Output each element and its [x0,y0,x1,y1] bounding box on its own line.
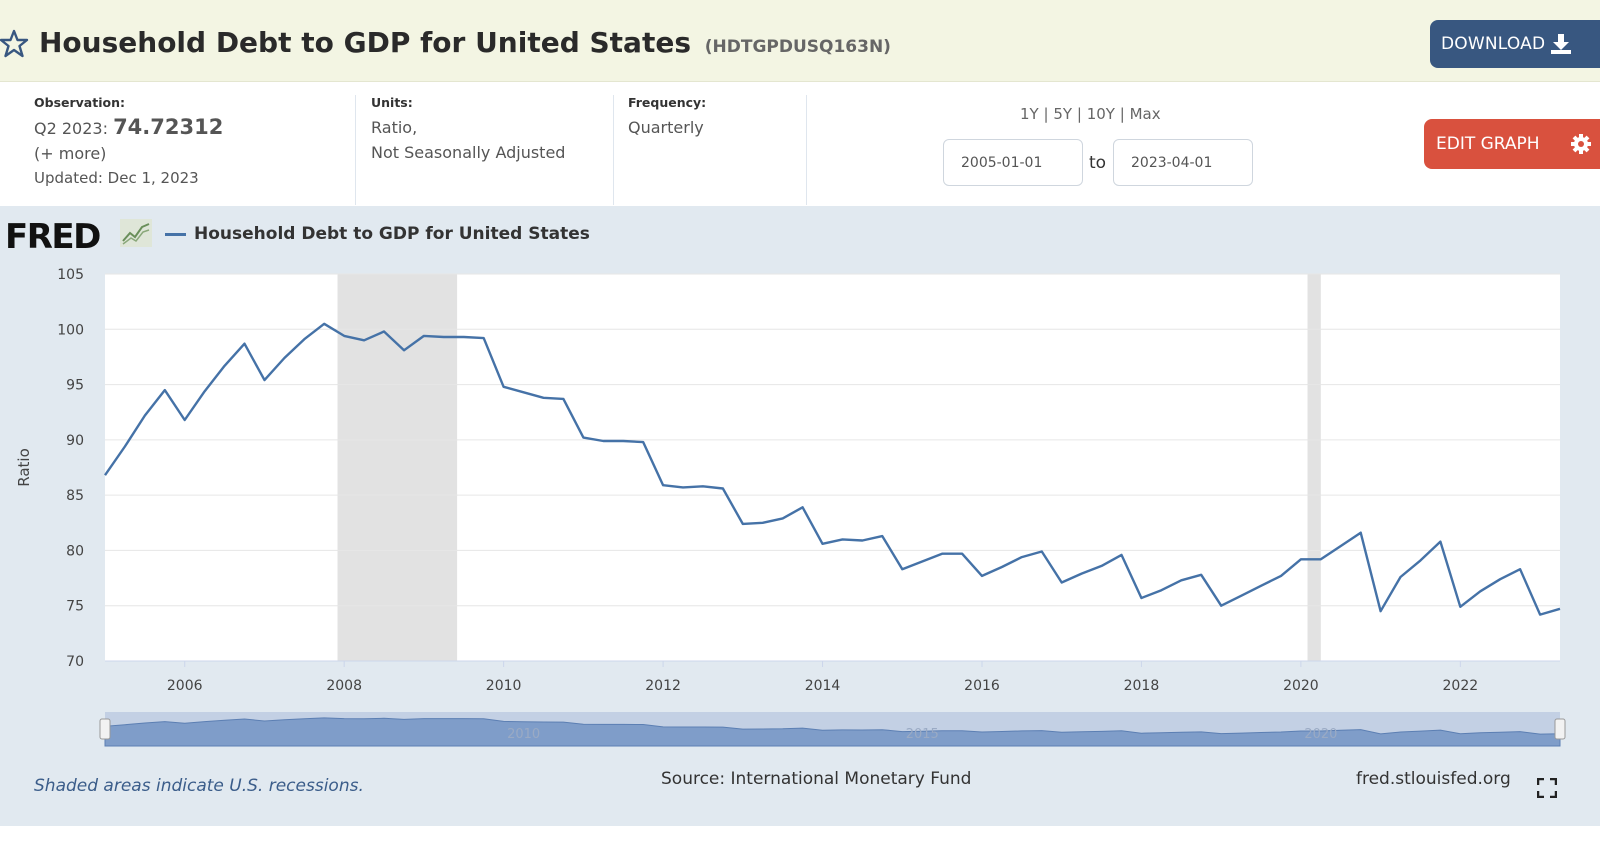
fred-logo[interactable]: FRED [5,217,101,257]
x-tick-label: 2016 [964,678,1000,694]
legend-label: Household Debt to GDP for United States [194,224,590,244]
navigator-handle[interactable] [99,718,111,740]
y-tick-label: 90 [66,433,84,449]
series-title: Household Debt to GDP for United States [39,26,691,59]
navigator-label: 2015 [906,727,939,742]
observation-label: Observation: [34,95,125,110]
navigator-label: 2010 [507,727,540,742]
units-line-2: Not Seasonally Adjusted [371,143,566,162]
observation-period: Q2 2023: [34,119,108,138]
frequency-label: Frequency: [628,95,707,110]
download-icon [1551,34,1571,54]
x-tick-label: 2008 [326,678,362,694]
y-tick-label: 95 [66,378,84,394]
plot-area [105,274,1560,661]
y-axis-label: Ratio [15,448,33,487]
x-tick-label: 2012 [645,678,681,694]
observation-value: 74.72312 [113,115,224,139]
x-tick-label: 2022 [1443,678,1479,694]
y-tick-label: 75 [66,599,84,615]
edit-graph-label: EDIT GRAPH [1436,134,1540,154]
more-observations-link[interactable]: (+ more) [34,144,107,163]
updated-date: Updated: Dec 1, 2023 [34,169,199,187]
x-tick-label: 2014 [805,678,841,694]
range-separator: | [1043,105,1049,123]
edit-graph-button[interactable]: EDIT GRAPH [1424,119,1600,169]
recession-note: Shaded areas indicate U.S. recessions. [34,776,364,796]
range-max[interactable]: Max [1129,105,1161,123]
range-separator: | [1119,105,1125,123]
gear-icon [1571,134,1591,154]
star-outline-icon[interactable] [0,28,30,60]
navigator-label: 2020 [1304,727,1337,742]
range-presets: 1Y | 5Y | 10Y | Max [1020,105,1161,123]
legend-swatch [165,233,186,236]
x-tick-label: 2018 [1124,678,1160,694]
x-tick-label: 2006 [167,678,203,694]
series-id: (HDTGPDUSQ163N) [704,37,891,57]
navigator-area [104,717,1561,747]
range-5y[interactable]: 5Y [1053,105,1073,123]
source-note: Source: International Monetary Fund [661,769,972,789]
frequency-value: Quarterly [628,118,704,137]
frequency-block: Frequency: Quarterly [613,95,807,205]
download-label: DOWNLOAD [1441,34,1546,54]
chart-trend-icon [120,219,152,247]
y-tick-label: 105 [57,267,84,283]
page-footer-gap [0,826,1600,856]
x-tick-label: 2020 [1283,678,1319,694]
recession-band [337,274,458,661]
series-line [104,322,1561,616]
recession-band [1307,274,1321,661]
page-title: Household Debt to GDP for United States … [39,26,891,59]
y-tick-label: 100 [57,322,84,338]
site-link[interactable]: fred.stlouisfed.org [1356,769,1511,789]
range-10y[interactable]: 10Y [1086,105,1115,123]
y-tick-label: 70 [66,654,84,670]
fullscreen-icon[interactable] [1537,778,1557,798]
graph-panel: FRED Household Debt to GDP for United St… [0,206,1600,826]
title-bar: Household Debt to GDP for United States … [0,0,1600,82]
series-metadata: Observation: Q2 2023: 74.72312 (+ more) … [0,83,1600,205]
observation-block: Observation: Q2 2023: 74.72312 (+ more) … [34,95,334,205]
range-separator: | [1076,105,1082,123]
units-label: Units: [371,95,413,110]
to-label: to [1089,153,1107,173]
y-tick-label: 80 [66,543,84,559]
line-chart: 70 75 80 85 90 95 100 105 2006 2008 2010 2012 2014 20… [15,267,1566,747]
units-block: Units: Ratio, Not Seasonally Adjusted [355,95,613,205]
end-date-input[interactable] [1113,139,1253,186]
x-tick-label: 2010 [486,678,522,694]
navigator-handle[interactable] [1554,718,1566,740]
units-line-1: Ratio, [371,118,418,137]
start-date-input[interactable] [943,139,1083,186]
download-button[interactable]: DOWNLOAD [1430,20,1600,68]
range-1y[interactable]: 1Y [1020,105,1039,123]
y-tick-label: 85 [66,488,84,504]
